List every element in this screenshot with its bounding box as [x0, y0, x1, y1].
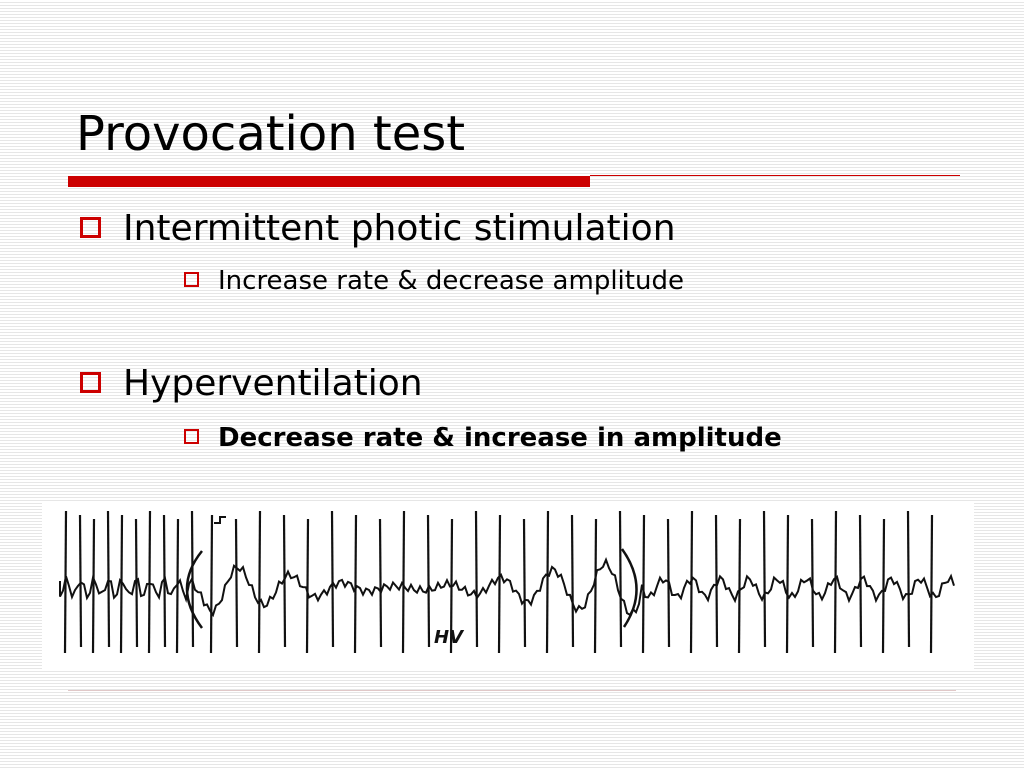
sub-bullet-photic-effect: Increase rate & decrease amplitude [184, 263, 684, 299]
slide-title: Provocation test [76, 106, 466, 162]
title-underline-thick [68, 176, 590, 187]
sub-bullet-hyperventilation-effect: Decrease rate & increase in amplitude [184, 420, 784, 456]
title-underline-thin [590, 175, 960, 176]
hollow-square-icon [80, 372, 101, 393]
hollow-square-icon [80, 217, 101, 238]
eeg-trace-image: HV [42, 503, 974, 671]
eeg-trace-drawing: HV [59, 510, 955, 654]
bullet-photic-stimulation: Intermittent photic stimulation [80, 207, 676, 251]
sub-bullet-text: Decrease rate & increase in amplitude [218, 423, 782, 453]
bullet-text: Hyperventilation [123, 363, 423, 404]
eeg-hv-label: HV [434, 627, 465, 648]
hollow-square-icon [184, 429, 199, 444]
bullet-hyperventilation: Hyperventilation [80, 362, 423, 406]
hollow-square-icon [184, 272, 199, 287]
footer-divider [68, 690, 956, 691]
sub-bullet-text: Increase rate & decrease amplitude [218, 266, 684, 296]
bullet-text: Intermittent photic stimulation [123, 208, 676, 249]
